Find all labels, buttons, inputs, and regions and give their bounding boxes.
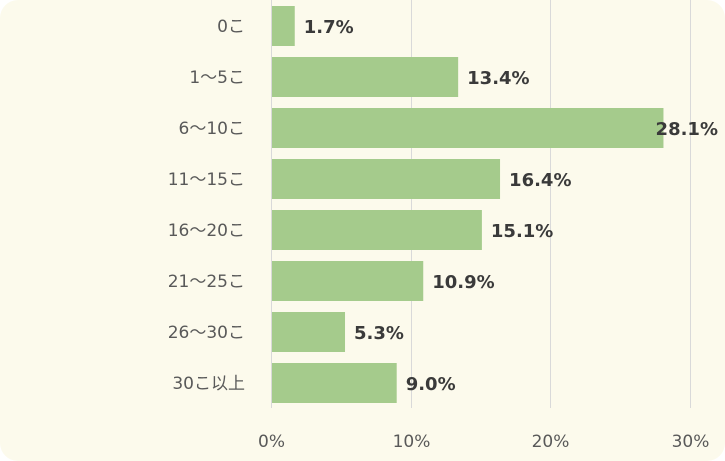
data-label: 28.1% bbox=[656, 119, 718, 140]
category-label: 0こ bbox=[217, 17, 245, 37]
bar bbox=[272, 312, 346, 352]
data-label: 15.1% bbox=[491, 221, 553, 242]
bar bbox=[272, 261, 424, 301]
bar bbox=[272, 159, 501, 199]
bars bbox=[272, 6, 664, 403]
category-label: 1〜5こ bbox=[189, 68, 245, 88]
category-label: 11〜15こ bbox=[168, 170, 245, 190]
data-label: 1.7% bbox=[304, 17, 354, 38]
bar bbox=[272, 57, 459, 97]
x-tick-labels: 0% 10% 20% 30% bbox=[258, 432, 709, 452]
bar bbox=[272, 210, 482, 250]
category-label: 6〜10こ bbox=[179, 119, 245, 139]
data-label: 5.3% bbox=[354, 323, 404, 344]
x-tick-label: 30% bbox=[672, 432, 710, 452]
value-labels: 1.7% 13.4% 28.1% 16.4% 15.1% 10.9% 5.3% 9.0% bbox=[304, 17, 718, 395]
bar bbox=[272, 6, 295, 46]
category-label: 16〜20こ bbox=[168, 221, 245, 241]
bar bbox=[272, 363, 397, 403]
category-label: 26〜30こ bbox=[168, 323, 245, 343]
category-label: 21〜25こ bbox=[168, 272, 245, 292]
data-label: 13.4% bbox=[467, 68, 529, 89]
category-label: 30こ以上 bbox=[172, 374, 245, 394]
x-tick-label: 10% bbox=[393, 432, 431, 452]
data-label: 9.0% bbox=[406, 374, 456, 395]
category-labels: 0こ 1〜5こ 6〜10こ 11〜15こ 16〜20こ 21〜25こ 26〜30こ 30こ以上 bbox=[168, 17, 245, 394]
x-tick-label: 20% bbox=[532, 432, 570, 452]
data-label: 10.9% bbox=[432, 272, 494, 293]
bar bbox=[272, 108, 664, 148]
x-tick-label: 0% bbox=[258, 432, 285, 452]
data-label: 16.4% bbox=[509, 170, 571, 191]
